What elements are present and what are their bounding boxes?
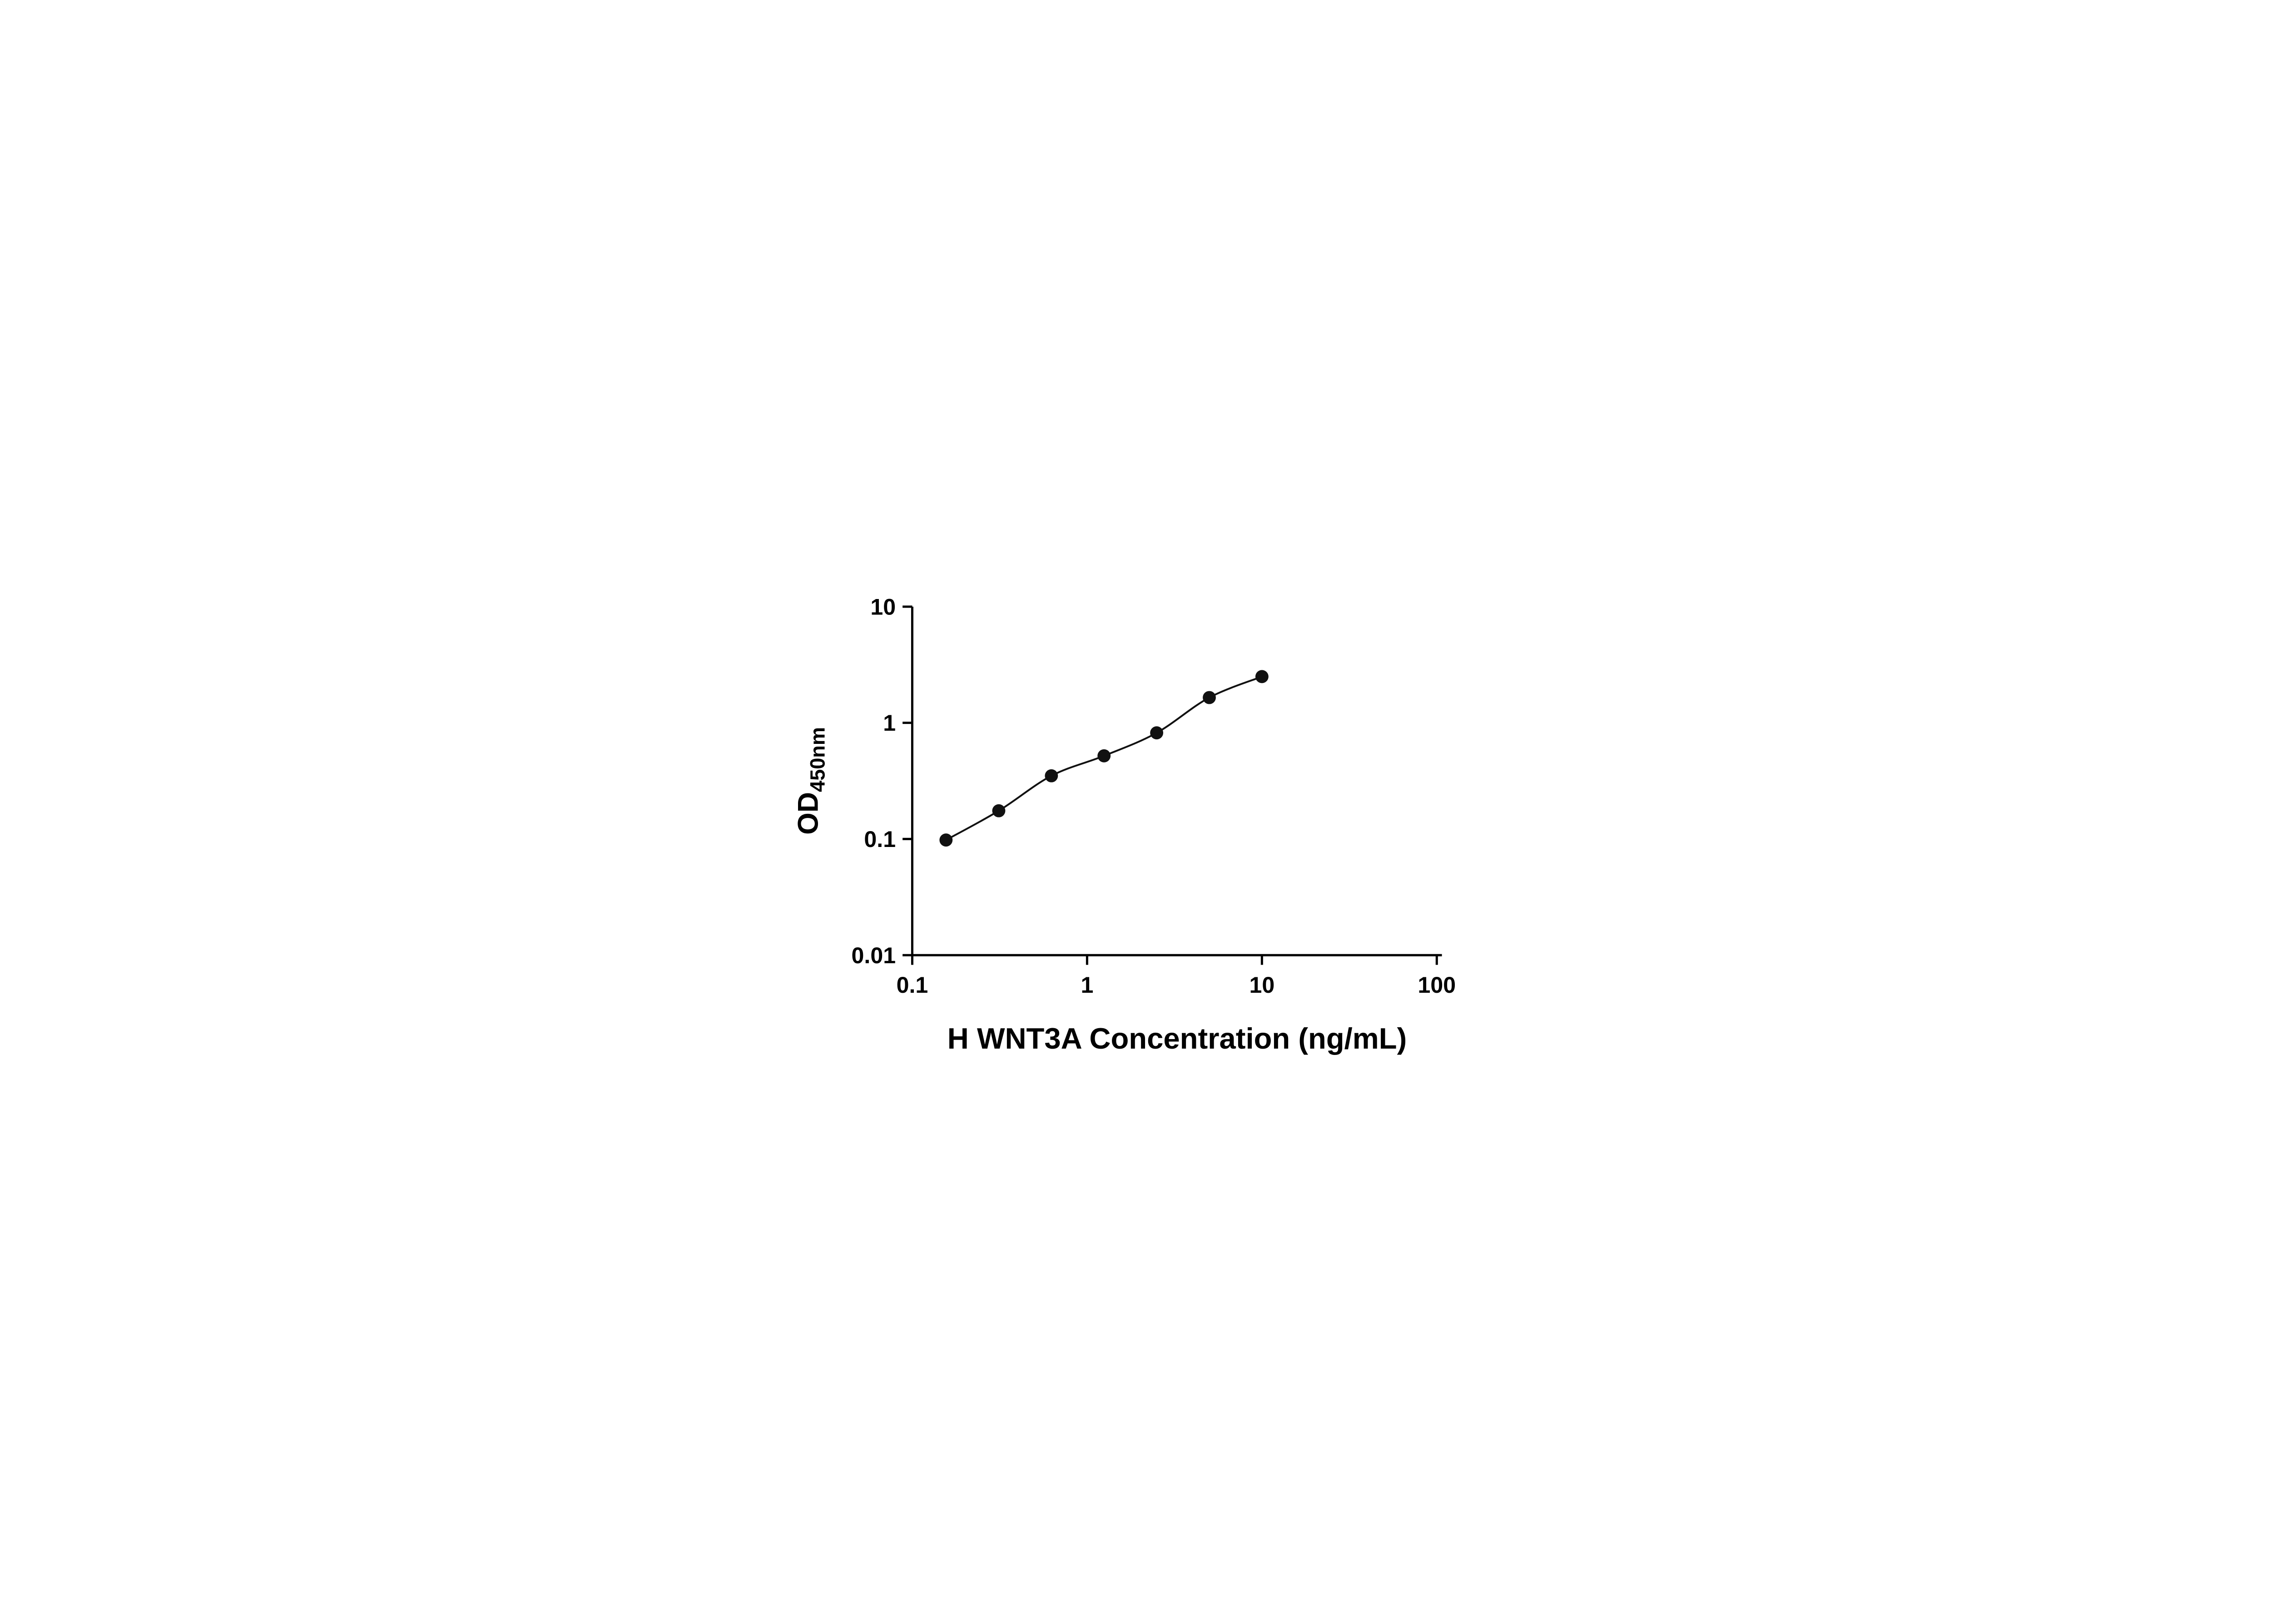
x-tick-label: 1 bbox=[1081, 972, 1093, 997]
data-point-6 bbox=[1203, 691, 1216, 704]
data-point-5 bbox=[1150, 726, 1164, 739]
y-axis-title-subscript: 450nm bbox=[806, 727, 829, 792]
data-point-3 bbox=[1045, 769, 1058, 782]
y-tick-label: 10 bbox=[870, 594, 896, 619]
y-tick-label: 0.01 bbox=[852, 942, 896, 968]
x-tick-label: 10 bbox=[1249, 972, 1274, 997]
y-axis-title: OD450nm bbox=[792, 727, 829, 835]
data-point-7 bbox=[1255, 669, 1269, 683]
y-axis-title-main: OD bbox=[792, 792, 824, 835]
data-point-1 bbox=[939, 833, 953, 847]
x-tick-label: 100 bbox=[1418, 972, 1456, 997]
x-axis-title: H WNT3A Concentration (ng/mL) bbox=[947, 1021, 1407, 1055]
standard-curve-figure: 0.1 1 10 100 0.01 0.1 1 10 H WNT3A Concentration… bbox=[772, 557, 1499, 1067]
data-point-4 bbox=[1097, 749, 1111, 762]
data-point-2 bbox=[992, 804, 1006, 817]
y-tick-label: 0.1 bbox=[864, 826, 896, 852]
x-tick-label: 0.1 bbox=[897, 972, 928, 997]
y-tick-label: 1 bbox=[883, 710, 896, 736]
